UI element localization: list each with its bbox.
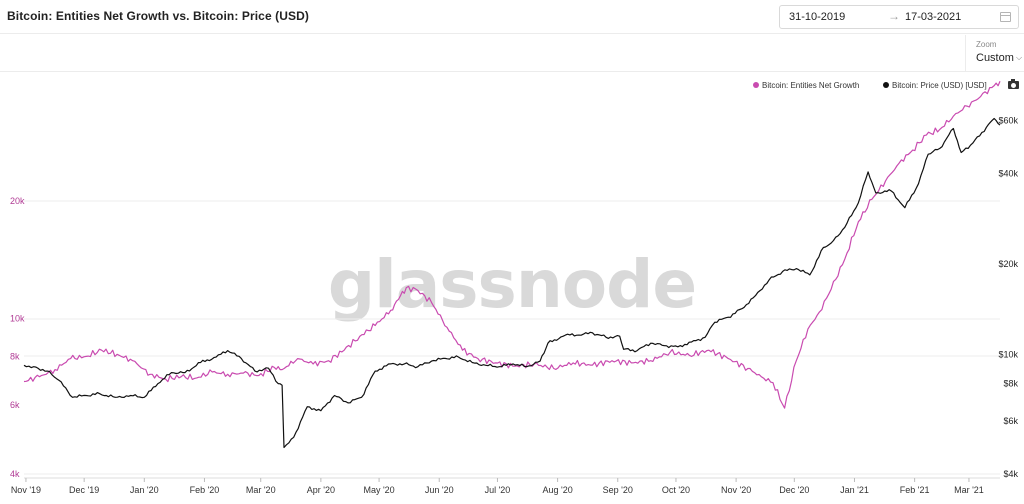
legend-label-entities: Bitcoin: Entities Net Growth — [762, 81, 860, 90]
x-axis: Nov '19 Dec '19 Jan '20 Feb '20 Mar '20 Apr '… — [11, 477, 1000, 495]
y-axis-right: $4k $6k $8k $10k $20k $40k $60k — [998, 116, 1018, 479]
divider — [0, 71, 1024, 72]
x-tick-label: Nov '20 — [721, 485, 751, 495]
y-left-tick-label: 10k — [10, 314, 25, 324]
zoom-label: Zoom — [976, 40, 997, 49]
series-line-price — [23, 117, 1001, 449]
y-right-tick-label: $4k — [1003, 469, 1018, 479]
x-tick-label: Jan '20 — [130, 485, 159, 495]
x-tick-label: Mar '20 — [246, 485, 276, 495]
arrow-right-icon: → — [888, 9, 900, 23]
legend-item-entities[interactable]: Bitcoin: Entities Net Growth — [753, 81, 859, 90]
y-right-tick-label: $40k — [998, 169, 1018, 179]
gridlines — [24, 200, 1000, 475]
y-axis-left: 4k 6k 8k 10k 20k — [10, 196, 25, 479]
y-right-tick-label: $8k — [1003, 379, 1018, 389]
chevron-down-icon[interactable]: ⌵ — [1016, 53, 1023, 62]
x-tick-label: Jul '20 — [485, 485, 511, 495]
x-tick-label: Feb '20 — [190, 485, 220, 495]
y-right-tick-label: $60k — [998, 116, 1018, 126]
y-left-tick-label: 4k — [10, 469, 20, 479]
legend-label-price: Bitcoin: Price (USD) [USD] — [892, 81, 987, 90]
x-tick-label: Jun '20 — [425, 485, 454, 495]
camera-icon[interactable] — [1008, 79, 1019, 89]
x-tick-label: Dec '20 — [779, 485, 809, 495]
date-to-input[interactable]: 17-03-2021 — [905, 11, 962, 23]
x-tick-label: Feb '21 — [900, 485, 930, 495]
x-tick-label: Sep '20 — [603, 485, 633, 495]
x-tick-label: Jan '21 — [840, 485, 869, 495]
x-tick-label: Oct '20 — [662, 485, 690, 495]
series-lines — [23, 81, 1001, 449]
zoom-value[interactable]: Custom — [976, 52, 1014, 64]
y-right-tick-label: $20k — [998, 259, 1018, 269]
x-tick-label: Nov '19 — [11, 485, 41, 495]
series-line-entities — [23, 81, 1001, 409]
zoom-select[interactable]: Zoom Custom ⌵ — [965, 35, 1024, 71]
date-range-picker[interactable]: 31-10-2019 → 17-03-2021 — [779, 5, 1019, 29]
x-tick-label: Dec '19 — [69, 485, 99, 495]
x-tick-label: Mar '21 — [954, 485, 984, 495]
chart-title: Bitcoin: Entities Net Growth vs. Bitcoin… — [7, 9, 309, 23]
x-tick-label: Apr '20 — [307, 485, 335, 495]
y-left-tick-label: 8k — [10, 351, 20, 361]
date-from-input[interactable]: 31-10-2019 — [789, 11, 846, 23]
y-left-tick-label: 20k — [10, 196, 25, 206]
chart-header: Bitcoin: Entities Net Growth vs. Bitcoin… — [0, 0, 1024, 34]
x-tick-label: May '20 — [363, 485, 394, 495]
legend-item-price[interactable]: Bitcoin: Price (USD) [USD] — [883, 81, 987, 90]
legend-swatch-entities — [753, 82, 759, 88]
watermark: glassnode — [328, 246, 696, 323]
y-right-tick-label: $6k — [1003, 416, 1018, 426]
calendar-icon[interactable] — [1000, 12, 1011, 22]
y-left-tick-label: 6k — [10, 400, 20, 410]
x-tick-label: Aug '20 — [542, 485, 572, 495]
legend-swatch-price — [883, 82, 889, 88]
y-right-tick-label: $10k — [998, 349, 1018, 359]
